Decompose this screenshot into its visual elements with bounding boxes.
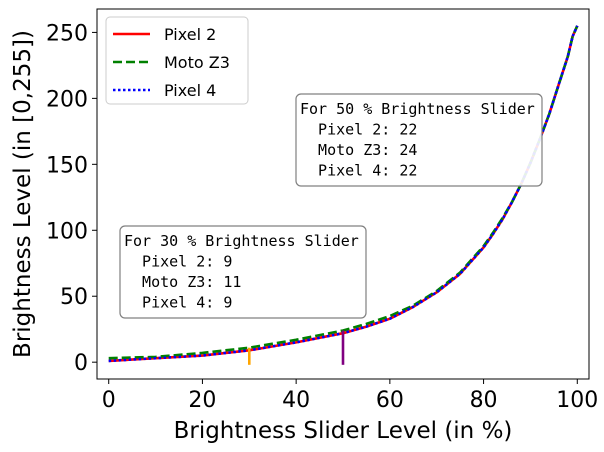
annotation-box-box50 xyxy=(295,93,543,187)
marker-layer xyxy=(247,330,345,365)
x-tick-label: 20 xyxy=(188,388,216,413)
annotation-title: For 30 % Brightness Slider xyxy=(124,232,359,250)
x-tick-label: 40 xyxy=(282,388,310,413)
legend-label-pixel-2: Pixel 2 xyxy=(164,25,216,44)
tick-layer: 0 20 40 60 80 100 0 50 100 150 200 250 xyxy=(46,21,598,413)
x-tick-label: 0 xyxy=(102,388,116,413)
y-tick-label: 200 xyxy=(46,87,88,112)
y-tick-label: 250 xyxy=(46,21,88,46)
axes-frame xyxy=(96,8,590,380)
legend-box xyxy=(105,16,249,105)
annotation-layer: For 30 % Brightness Slider Pixel 2: 9 Mo… xyxy=(119,93,543,319)
x-tick-label: 80 xyxy=(470,388,498,413)
annotation-title: For 50 % Brightness Slider xyxy=(300,100,535,118)
annotation-line: Pixel 2: 22 xyxy=(300,121,417,139)
legend-label-pixel-4: Pixel 4 xyxy=(164,81,216,100)
y-tick-label: 150 xyxy=(46,153,88,178)
y-tick-label: 100 xyxy=(46,219,88,244)
y-tick-label: 0 xyxy=(74,351,88,376)
annotation-line: Pixel 4: 22 xyxy=(300,162,417,180)
legend-label-moto-z3: Moto Z3 xyxy=(164,53,230,72)
x-tick-label: 60 xyxy=(376,388,404,413)
annotation-box-box30 xyxy=(119,225,367,319)
annotation-line: Moto Z3: 11 xyxy=(124,273,241,291)
x-tick-label: 100 xyxy=(556,388,598,413)
annotation-line: Pixel 2: 9 xyxy=(124,253,232,271)
x-axis-label: Brightness Slider Level (in %) xyxy=(174,418,513,444)
y-tick-label: 50 xyxy=(60,285,88,310)
y-axis-label: Brightness Level (in [0,255]) xyxy=(10,30,36,358)
series-layer xyxy=(108,25,579,363)
legend: Pixel 2 Moto Z3 Pixel 4 xyxy=(105,16,249,105)
annotation-line: Moto Z3: 24 xyxy=(300,141,417,159)
annotation-line: Pixel 4: 9 xyxy=(124,294,232,312)
